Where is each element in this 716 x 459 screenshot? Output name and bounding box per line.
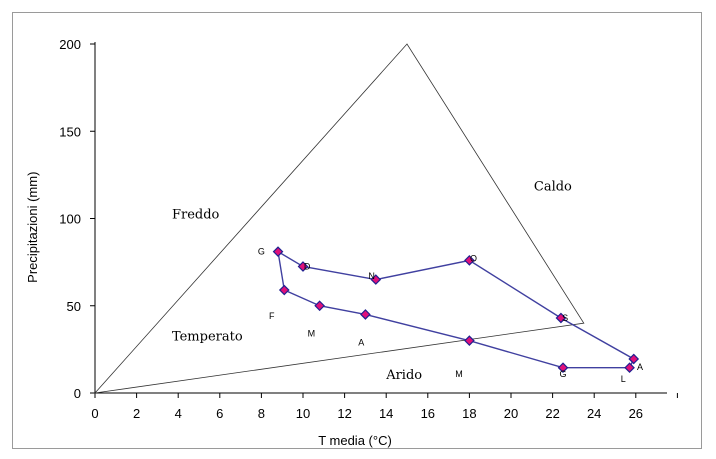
month-label: S	[562, 313, 568, 323]
climate-triangle	[93, 43, 585, 394]
region-label-arido: Arido	[385, 368, 422, 383]
data-point	[464, 335, 475, 346]
data-point	[314, 300, 325, 312]
data-point	[557, 362, 569, 374]
y-tick-label: 200	[59, 37, 81, 52]
y-tick-label: 100	[59, 212, 81, 227]
x-tick-label: 2	[133, 406, 140, 421]
x-tick-label: 24	[587, 406, 601, 421]
x-tick-label: 12	[337, 406, 351, 421]
x-tick-label: 4	[175, 406, 182, 421]
y-tick-label: 50	[67, 299, 81, 314]
x-tick-label: 22	[545, 406, 559, 421]
monthly-series	[272, 246, 640, 374]
month-label: G	[559, 369, 566, 379]
data-point	[555, 312, 567, 324]
y-axis-label: Precipitazioni (mm)	[25, 172, 40, 283]
month-label: A	[358, 337, 364, 347]
month-label: M	[455, 369, 463, 379]
data-point	[624, 362, 635, 374]
month-labels: G F M A M G L A S O N D	[258, 247, 643, 384]
x-tick-label: 16	[421, 406, 435, 421]
x-tick-label: 14	[379, 406, 393, 421]
region-labels: Freddo Caldo Temperato Arido	[172, 180, 572, 383]
month-label: D	[304, 261, 311, 271]
x-tick-label: 26	[629, 406, 643, 421]
region-label-freddo: Freddo	[172, 208, 220, 223]
month-label: M	[308, 329, 316, 339]
x-tick-label: 10	[296, 406, 310, 421]
month-label: O	[470, 254, 477, 264]
x-tick-label: 6	[216, 406, 223, 421]
month-label: G	[258, 247, 265, 257]
x-tick-label: 18	[462, 406, 476, 421]
x-axis-label: T media (°C)	[318, 433, 392, 448]
x-tick-label: 8	[258, 406, 265, 421]
climate-envelope	[93, 43, 585, 394]
data-point	[628, 353, 640, 365]
data-point	[370, 274, 382, 285]
y-tick-label: 0	[74, 386, 81, 401]
data-point	[360, 309, 371, 320]
region-label-temperato: Temperato	[172, 330, 243, 345]
data-point	[297, 261, 309, 272]
month-label: L	[621, 374, 626, 384]
month-label: F	[269, 311, 275, 321]
data-point	[272, 246, 284, 258]
data-point	[278, 284, 290, 296]
month-label: A	[637, 362, 643, 372]
x-tick-label: 20	[504, 406, 518, 421]
y-tick-label: 150	[59, 124, 81, 139]
chart-frame	[12, 12, 702, 449]
x-tick-label: 0	[91, 406, 98, 421]
data-point	[464, 255, 475, 266]
month-label: N	[368, 271, 375, 281]
series-line	[277, 250, 635, 369]
region-label-caldo: Caldo	[534, 180, 572, 195]
